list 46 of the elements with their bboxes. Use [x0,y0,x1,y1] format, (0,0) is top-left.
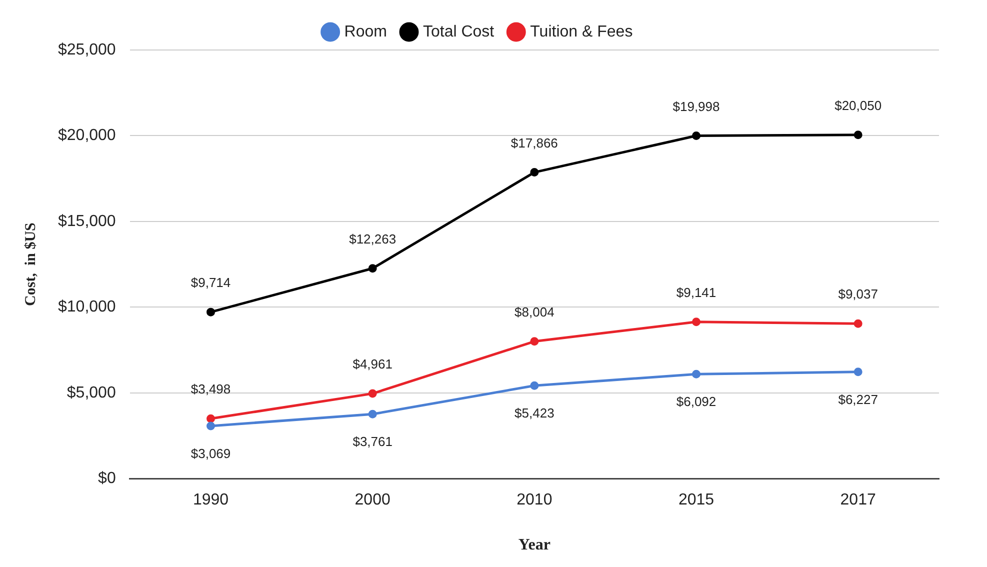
point [692,132,700,140]
x-tick-label: 2015 [678,492,714,509]
point [368,410,377,418]
data-label: $5,423 [514,406,554,421]
point [692,370,700,378]
x-tick-label: 2017 [840,492,876,509]
legend-label: Total Cost [422,23,495,40]
y-tick-label: $5,000 [66,384,116,402]
data-label: $19,998 [672,98,720,114]
data-label: $9,037 [838,286,878,302]
point [692,318,700,326]
point [854,368,862,376]
point [530,381,539,390]
data-label: $6,227 [838,392,878,407]
y-tick-label: $20,000 [58,127,116,144]
point [530,337,539,346]
point [206,414,216,423]
x-tick-label: 2000 [354,492,390,509]
y-axis-title: Cost, in $US [22,222,39,306]
data-label: $17,866 [510,135,558,150]
data-label: $3,498 [190,382,231,397]
data-label: $12,263 [349,231,396,246]
x-axis-title: Year [518,536,550,554]
point [206,422,216,430]
data-label: $8,004 [514,304,554,320]
y-tick-label: $0 [98,470,116,488]
x-tick-label: 2010 [516,492,552,509]
data-label: $6,092 [676,394,716,410]
y-tick-label: $25,000 [58,41,116,58]
point [368,389,377,398]
point [854,319,862,328]
x-tick-label: 1990 [192,492,229,509]
legend-label: Room [344,23,387,40]
point [854,130,862,140]
y-tick-label: $15,000 [58,212,116,230]
data-label: $3,761 [352,434,392,450]
data-label: $9,714 [190,275,231,290]
data-label: $4,961 [352,356,392,372]
y-tick-label: $10,000 [58,298,116,316]
point [206,308,216,316]
point [368,264,377,273]
data-label: $20,050 [834,98,882,113]
point [530,168,539,177]
data-label: $3,069 [190,446,231,462]
legend-label: Tuition & Fees [530,23,633,40]
data-label: $9,141 [676,284,716,300]
